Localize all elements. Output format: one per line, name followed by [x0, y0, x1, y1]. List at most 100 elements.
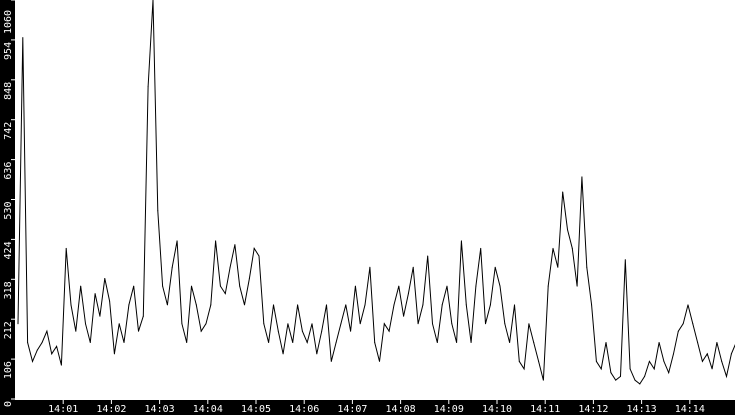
data-point: [359, 323, 361, 325]
data-point: [244, 304, 246, 306]
data-point: [610, 372, 612, 374]
data-point: [176, 240, 178, 242]
data-point: [465, 304, 467, 306]
data-point: [316, 353, 318, 355]
data-point: [340, 323, 342, 325]
data-point: [80, 285, 82, 287]
data-point: [118, 323, 120, 325]
data-point: [398, 285, 400, 287]
data-point: [147, 86, 149, 88]
data-point: [629, 368, 631, 370]
data-point: [379, 360, 380, 362]
data-point: [716, 342, 718, 344]
series-line: [17, 0, 735, 385]
data-point: [412, 266, 414, 268]
x-tick-label: 14:03: [145, 404, 175, 415]
x-tick-label: 14:13: [627, 404, 657, 415]
data-point: [595, 360, 597, 362]
x-tick-label: 14:12: [578, 404, 608, 415]
data-point: [383, 323, 385, 325]
data-point: [566, 229, 568, 231]
data-point: [335, 342, 337, 344]
data-point: [523, 368, 525, 370]
data-point: [407, 293, 409, 295]
data-point: [605, 342, 607, 344]
data-point: [513, 304, 515, 306]
data-point: [518, 360, 520, 362]
data-point: [297, 304, 299, 306]
data-point: [538, 360, 540, 362]
data-point: [191, 285, 193, 287]
data-point: [552, 247, 554, 249]
data-point: [195, 304, 197, 306]
data-point: [224, 293, 226, 295]
data-point: [301, 330, 303, 332]
data-point: [157, 210, 159, 212]
y-tick-label: 318: [3, 281, 14, 299]
x-tick-label: 14:04: [193, 404, 223, 415]
data-point: [205, 323, 207, 325]
data-point: [70, 304, 72, 306]
data-point: [374, 342, 376, 344]
y-tick-label: 848: [3, 82, 14, 100]
x-tick-label: 14:05: [241, 404, 271, 415]
data-point: [123, 342, 125, 344]
data-point: [277, 330, 279, 332]
data-point: [321, 330, 323, 332]
data-point: [658, 342, 660, 344]
data-point: [292, 342, 294, 344]
data-point: [128, 304, 130, 306]
data-point: [27, 342, 29, 344]
data-point: [417, 323, 419, 325]
data-point: [215, 240, 217, 242]
data-point: [701, 360, 703, 362]
data-point: [142, 315, 144, 317]
data-point: [248, 278, 250, 280]
data-point: [663, 360, 665, 362]
data-point: [653, 368, 655, 370]
data-point: [41, 342, 43, 344]
data-point: [730, 353, 732, 355]
data-point: [46, 330, 48, 332]
data-point: [162, 285, 164, 287]
data-point: [65, 247, 67, 249]
x-tick-label: 14:10: [482, 404, 512, 415]
data-point: [557, 266, 559, 268]
data-point: [22, 37, 24, 39]
data-point: [258, 255, 260, 257]
data-point: [393, 304, 395, 306]
data-point: [456, 342, 458, 344]
data-point: [113, 353, 115, 355]
data-point: [253, 247, 255, 249]
data-point: [56, 345, 58, 347]
data-point: [17, 323, 19, 325]
data-point: [436, 342, 438, 344]
data-point: [239, 285, 241, 287]
data-point: [721, 360, 723, 362]
data-point: [687, 304, 689, 306]
data-point: [533, 342, 535, 344]
data-point: [181, 323, 183, 325]
data-point: [166, 304, 168, 306]
data-point: [99, 315, 101, 317]
x-tick-label: 14:01: [48, 404, 78, 415]
data-point: [432, 323, 434, 325]
data-point: [369, 266, 371, 268]
y-tick-label: 530: [3, 202, 14, 220]
data-point: [677, 330, 679, 332]
data-point: [60, 364, 62, 366]
data-point: [509, 342, 511, 344]
data-point: [499, 285, 501, 287]
data-point: [639, 383, 641, 385]
data-point: [364, 304, 366, 306]
data-point: [200, 330, 202, 332]
data-point: [600, 368, 602, 370]
data-point: [422, 304, 424, 306]
data-point: [470, 342, 472, 344]
data-point: [84, 323, 86, 325]
y-tick-label: 742: [3, 122, 14, 140]
plot-area: [15, 0, 735, 400]
y-tick-label: 1060: [3, 10, 14, 34]
data-point: [697, 342, 699, 344]
data-point: [591, 304, 593, 306]
